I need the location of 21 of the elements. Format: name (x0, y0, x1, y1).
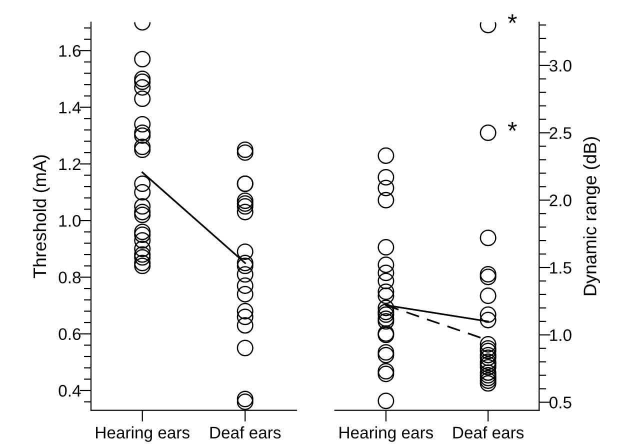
y-tick-label: 2.5 (550, 127, 572, 139)
y-tick-label: 0.6 (58, 328, 81, 340)
y-tick-label: 1.5 (550, 262, 572, 274)
annotation: * (508, 122, 517, 131)
y-tick-label: 1.6 (59, 45, 81, 57)
y-axis-title: Threshold (mA) (32, 155, 50, 278)
annotation: * (508, 14, 517, 24)
x-tick-label: Hearing ears (340, 426, 434, 442)
y-tick-label: 0.5 (550, 396, 572, 408)
y-axis-title: Dynamic range (dB) (583, 137, 600, 296)
y-tick-label: 1.0 (550, 329, 572, 342)
y-tick-label: 3.0 (550, 60, 572, 72)
y-tick-label: 1.4 (59, 102, 81, 114)
y-tick-label: 0.8 (58, 272, 81, 284)
x-tick-label: Deaf ears (210, 426, 281, 439)
y-tick-label: 0.4 (58, 384, 81, 397)
y-tick-label: 1.0 (59, 214, 81, 227)
y-tick-label: 1.2 (59, 158, 80, 170)
x-tick-label: Hearing ears (96, 426, 190, 442)
y-tick-label: 2.0 (550, 194, 572, 206)
x-tick-label: Deaf ears (453, 426, 524, 439)
